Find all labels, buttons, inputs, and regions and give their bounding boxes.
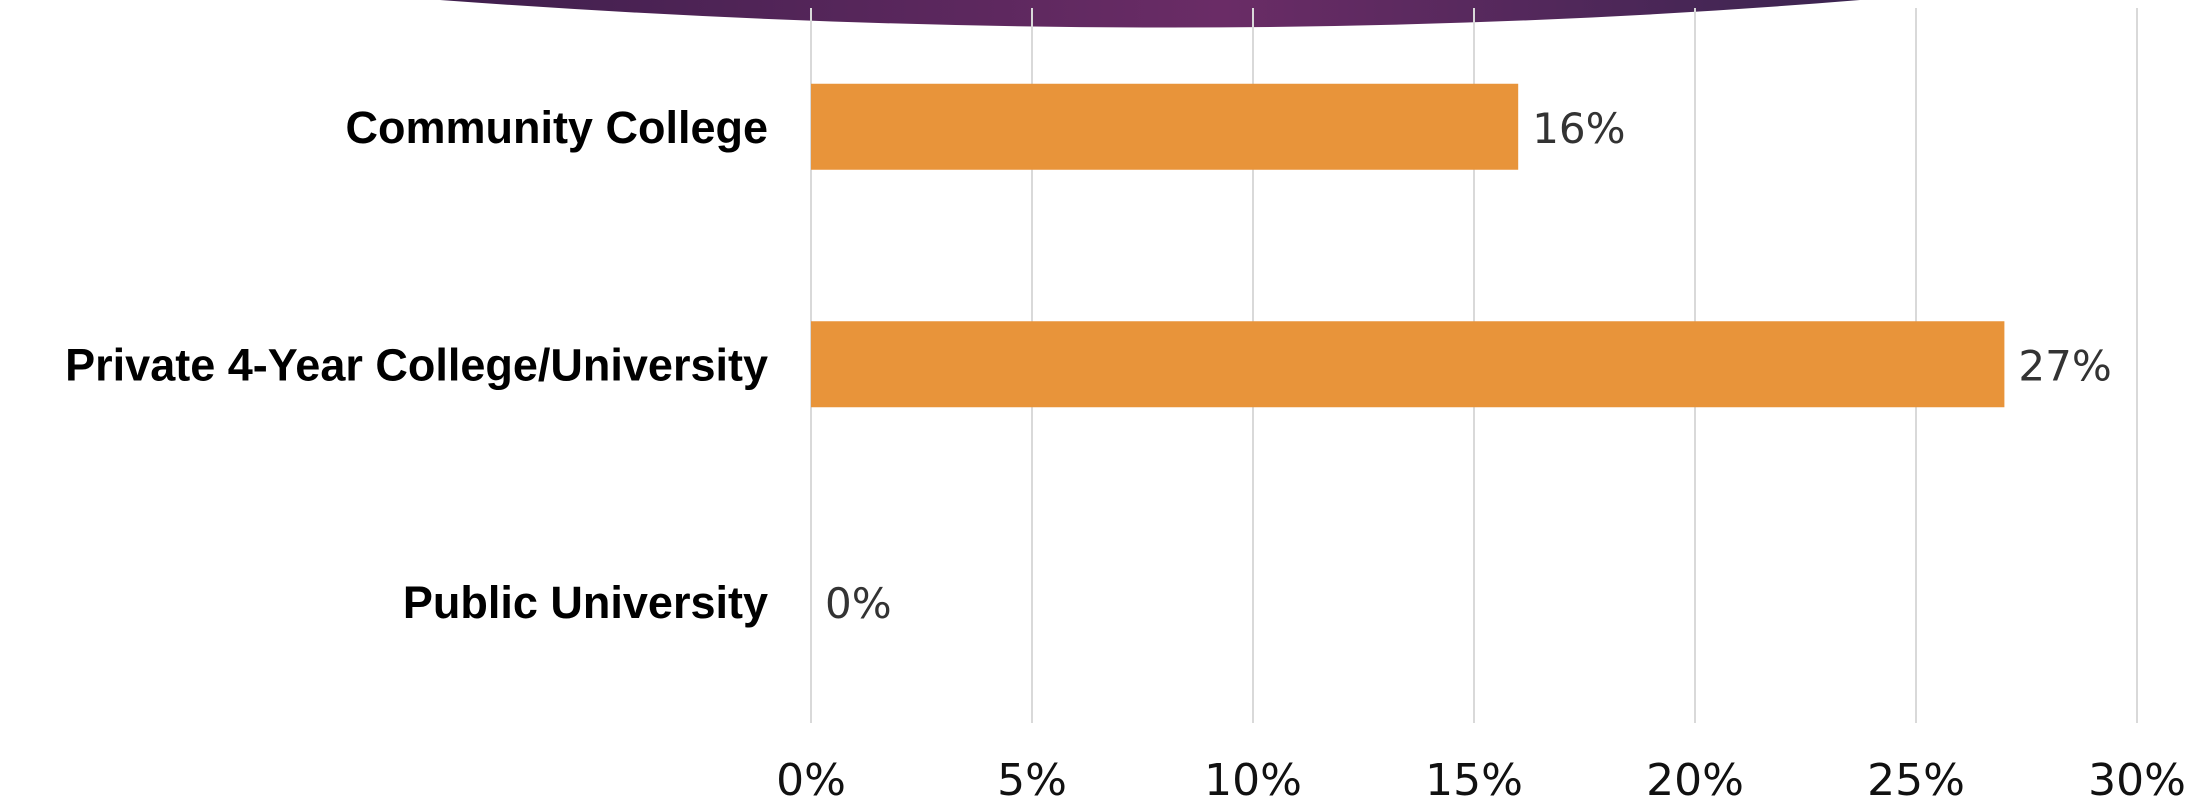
x-tick-label-30: 30% [2088,755,2186,799]
bar-community-college [811,83,1519,170]
x-tick-label-10: 10% [1204,755,1302,799]
x-tick-label-20: 20% [1646,755,1744,799]
x-tick-label-25: 25% [1867,755,1965,799]
data-label-community-college: 16% [1532,104,1625,153]
category-label-public-university: Public University [403,577,768,628]
bar-private-4-year-college-university [811,321,2005,408]
category-label-private-4-year-college-university: Private 4-Year College/University [65,339,768,390]
data-label-public-university: 0% [825,579,892,628]
data-label-private-4-year-college-university: 27% [2018,341,2111,390]
category-label-community-college: Community College [345,102,768,153]
category-labels: Community College Private 4-Year College/… [65,102,768,628]
x-tick-label-5: 5% [997,755,1067,799]
data-labels: 16% 27% 0% [825,104,2112,628]
header-banner-shape [440,0,1860,28]
x-axis-tick-labels: 0% 5% 10% 15% 20% 25% 30% [776,755,2186,799]
bars [811,83,2005,408]
x-tick-label-15: 15% [1425,755,1523,799]
x-tick-label-0: 0% [776,755,846,799]
